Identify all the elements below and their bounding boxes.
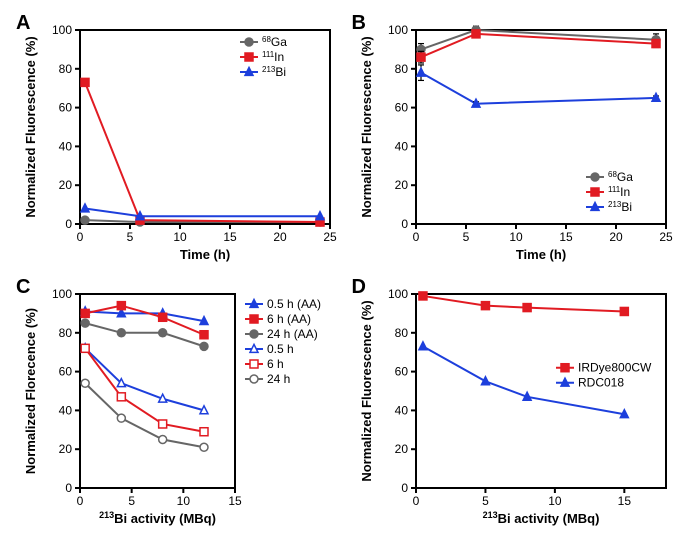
svg-text:5: 5 <box>462 230 469 244</box>
svg-text:Normalized Florecence (%): Normalized Florecence (%) <box>23 308 38 474</box>
svg-text:0: 0 <box>77 230 84 244</box>
panel-label-C: C <box>16 276 30 299</box>
svg-text:Time (h): Time (h) <box>515 247 565 262</box>
chart-A: 0 5 10 15 20 25 0 20 40 60 80 100 Time (h) Normalized… <box>10 10 345 274</box>
svg-text:24 h: 24 h <box>267 372 290 386</box>
svg-text:111In: 111In <box>262 50 284 64</box>
svg-text:60: 60 <box>59 101 73 115</box>
svg-text:0: 0 <box>65 217 72 231</box>
svg-text:10: 10 <box>177 494 191 508</box>
svg-text:20: 20 <box>59 178 73 192</box>
svg-text:60: 60 <box>394 365 408 379</box>
svg-text:68Ga: 68Ga <box>262 35 287 49</box>
svg-text:68Ga: 68Ga <box>608 170 633 184</box>
svg-text:0.5 h: 0.5 h <box>267 342 294 356</box>
panel-C: C 0 5 10 15 0 20 40 60 80 100 213Bi activity (MBq) N… <box>10 274 346 538</box>
svg-text:213Bi activity (MBq): 213Bi activity (MBq) <box>99 510 216 526</box>
svg-text:5: 5 <box>482 494 489 508</box>
svg-text:213Bi: 213Bi <box>608 200 632 214</box>
svg-text:20: 20 <box>394 442 408 456</box>
svg-text:20: 20 <box>394 178 408 192</box>
chart-B: 0 5 10 15 20 25 0 20 40 60 80 100 Time (h) Normalized… <box>346 10 681 274</box>
svg-text:25: 25 <box>659 230 673 244</box>
svg-text:10: 10 <box>509 230 523 244</box>
svg-text:5: 5 <box>128 494 135 508</box>
svg-text:0: 0 <box>412 230 419 244</box>
svg-text:100: 100 <box>387 287 407 301</box>
svg-text:20: 20 <box>609 230 623 244</box>
svg-text:40: 40 <box>59 403 73 417</box>
svg-text:15: 15 <box>617 494 631 508</box>
chart-D: 0 5 10 15 0 20 40 60 80 100 213Bi activity (MBq) No… <box>346 274 681 538</box>
svg-text:6 h (AA): 6 h (AA) <box>267 312 311 326</box>
svg-text:Normalized Fluorescence (%): Normalized Fluorescence (%) <box>23 36 38 217</box>
svg-text:20: 20 <box>59 442 73 456</box>
svg-text:213Bi: 213Bi <box>262 65 286 79</box>
svg-text:Normalized Fluorescence (%): Normalized Fluorescence (%) <box>359 36 374 217</box>
svg-text:15: 15 <box>228 494 242 508</box>
svg-text:15: 15 <box>559 230 573 244</box>
panel-B: B 0 5 10 15 20 25 0 20 40 60 80 100 Time (h) Normalize… <box>346 10 682 274</box>
svg-text:0: 0 <box>65 481 72 495</box>
svg-text:100: 100 <box>52 287 72 301</box>
svg-text:80: 80 <box>394 326 408 340</box>
svg-text:213Bi activity (MBq): 213Bi activity (MBq) <box>482 510 599 526</box>
panel-label-D: D <box>352 276 366 299</box>
panel-label-A: A <box>16 12 30 35</box>
svg-text:100: 100 <box>387 23 407 37</box>
svg-text:0.5 h (AA): 0.5 h (AA) <box>267 297 321 311</box>
svg-text:60: 60 <box>59 365 73 379</box>
svg-text:RDC018: RDC018 <box>578 376 624 390</box>
svg-text:Normalized Fluorescence (%): Normalized Fluorescence (%) <box>359 300 374 481</box>
svg-text:40: 40 <box>59 139 73 153</box>
svg-text:15: 15 <box>223 230 237 244</box>
svg-text:10: 10 <box>548 494 562 508</box>
svg-text:0: 0 <box>77 494 84 508</box>
svg-text:40: 40 <box>394 139 408 153</box>
svg-text:100: 100 <box>52 23 72 37</box>
svg-text:0: 0 <box>401 217 408 231</box>
svg-text:0: 0 <box>401 481 408 495</box>
svg-text:6 h: 6 h <box>267 357 284 371</box>
chart-C: 0 5 10 15 0 20 40 60 80 100 213Bi activity (MBq) No… <box>10 274 345 538</box>
svg-text:80: 80 <box>394 62 408 76</box>
svg-text:40: 40 <box>394 403 408 417</box>
panel-label-B: B <box>352 12 366 35</box>
panel-A: A 0 5 10 15 20 25 0 20 40 60 80 100 Time (h) Normalize… <box>10 10 346 274</box>
svg-text:IRDye800CW: IRDye800CW <box>578 361 652 375</box>
svg-text:0: 0 <box>412 494 419 508</box>
svg-text:24 h (AA): 24 h (AA) <box>267 327 318 341</box>
panel-D: D 0 5 10 15 0 20 40 60 80 100 213Bi activity (MBq) N… <box>346 274 682 538</box>
svg-text:5: 5 <box>127 230 134 244</box>
svg-text:111In: 111In <box>608 185 630 199</box>
svg-text:80: 80 <box>59 326 73 340</box>
svg-text:60: 60 <box>394 101 408 115</box>
svg-text:25: 25 <box>323 230 337 244</box>
svg-text:10: 10 <box>173 230 187 244</box>
svg-text:20: 20 <box>273 230 287 244</box>
svg-text:80: 80 <box>59 62 73 76</box>
svg-text:Time (h): Time (h) <box>180 247 230 262</box>
